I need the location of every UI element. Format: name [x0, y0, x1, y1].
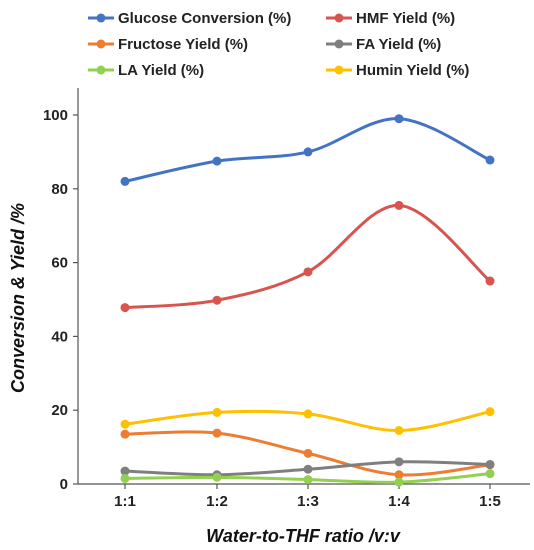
y-tick-label: 100	[43, 107, 68, 124]
data-point	[120, 176, 130, 186]
data-point	[485, 469, 495, 479]
legend-swatch-marker	[334, 39, 344, 49]
data-point	[212, 472, 222, 482]
legend-item: HMF Yield (%)	[326, 10, 455, 27]
data-point	[212, 407, 222, 417]
legend-label: FA Yield (%)	[356, 36, 441, 53]
legend-swatch-marker	[96, 13, 106, 23]
data-point	[120, 466, 130, 476]
data-point	[485, 155, 495, 165]
plot-area: 0 20 40 60 80 100 1:1 1:2 1:3 1:4 1:5	[43, 88, 530, 510]
y-axis-title: Conversion & Yield /%	[8, 203, 28, 393]
y-tick-label: 20	[51, 402, 68, 419]
data-point	[485, 276, 495, 286]
data-point	[120, 419, 130, 429]
y-tick-label: 80	[51, 181, 68, 198]
data-point	[303, 409, 313, 419]
data-point	[120, 429, 130, 439]
y-tick-label: 0	[60, 476, 68, 493]
legend-label: HMF Yield (%)	[356, 10, 455, 27]
data-point	[212, 295, 222, 305]
data-point	[394, 425, 404, 435]
legend-swatch-marker	[334, 13, 344, 23]
x-tick-label: 1:4	[388, 493, 410, 510]
series-2	[120, 200, 495, 313]
y-axis-ticks: 0 20 40 60 80 100	[43, 107, 78, 493]
x-tick-label: 1:3	[297, 493, 319, 510]
series-5	[120, 469, 495, 487]
x-tick-label: 1:1	[114, 493, 136, 510]
legend-item: Humin Yield (%)	[326, 62, 469, 79]
data-point	[394, 114, 404, 124]
legend-label: Humin Yield (%)	[356, 62, 469, 79]
y-tick-label: 60	[51, 255, 68, 272]
legend-item: FA Yield (%)	[326, 36, 441, 53]
legend-item: LA Yield (%)	[88, 62, 204, 79]
x-tick-label: 1:5	[479, 493, 501, 510]
legend-label: Glucose Conversion (%)	[118, 10, 291, 27]
legend-swatch-marker	[96, 65, 106, 75]
data-point	[394, 457, 404, 467]
data-point	[394, 470, 404, 480]
data-point	[394, 477, 404, 487]
data-point	[485, 459, 495, 469]
data-point	[303, 147, 313, 157]
data-point	[303, 464, 313, 474]
series-lines	[120, 114, 495, 487]
x-tick-label: 1:2	[206, 493, 228, 510]
x-axis-title: Water-to-THF ratio /v:v	[206, 526, 401, 546]
data-point	[303, 448, 313, 458]
series-line	[124, 203, 491, 310]
legend-item: Fructose Yield (%)	[88, 36, 248, 53]
legend-swatch-marker	[334, 65, 344, 75]
legend-label: Fructose Yield (%)	[118, 36, 248, 53]
x-axis-ticks: 1:1 1:2 1:3 1:4 1:5	[114, 484, 501, 510]
series-6	[120, 407, 495, 435]
data-point	[303, 267, 313, 277]
data-point	[303, 475, 313, 485]
legend-label: LA Yield (%)	[118, 62, 204, 79]
data-point	[394, 200, 404, 210]
data-point	[120, 473, 130, 483]
legend-swatch-marker	[96, 39, 106, 49]
data-point	[485, 407, 495, 417]
data-point	[120, 303, 130, 313]
data-point	[212, 428, 222, 438]
data-point	[212, 156, 222, 166]
y-tick-label: 40	[51, 328, 68, 345]
legend-item: Glucose Conversion (%)	[88, 10, 291, 27]
legend: Glucose Conversion (%) HMF Yield (%) Fruct…	[88, 10, 469, 79]
series-1	[120, 114, 495, 186]
